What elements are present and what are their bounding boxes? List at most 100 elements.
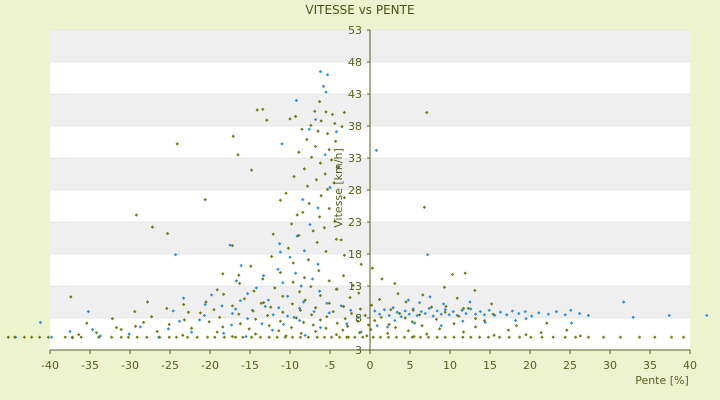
- point-olive: [389, 307, 393, 312]
- point-olive: [114, 325, 119, 330]
- point-blue: [321, 84, 326, 89]
- point-olive: [29, 335, 34, 339]
- point-olive: [335, 321, 339, 325]
- point-blue: [524, 316, 528, 321]
- point-olive: [278, 319, 283, 323]
- point-olive: [237, 312, 241, 316]
- point-blue: [229, 323, 234, 327]
- point-olive: [175, 142, 179, 146]
- point-blue: [546, 312, 551, 316]
- point-blue: [505, 313, 509, 317]
- point-olive: [341, 274, 346, 278]
- point-olive: [167, 335, 171, 339]
- point-olive: [435, 335, 439, 339]
- point-olive: [189, 326, 194, 330]
- x-axis-title: Pente [%]: [635, 374, 689, 387]
- point-olive: [426, 335, 431, 339]
- point-blue: [245, 316, 250, 321]
- point-olive: [421, 293, 425, 297]
- point-blue: [395, 310, 399, 314]
- point-blue: [464, 311, 468, 316]
- point-olive: [307, 201, 311, 206]
- point-olive: [205, 335, 210, 339]
- point-olive: [461, 335, 465, 339]
- point-olive: [238, 322, 243, 326]
- point-olive: [46, 335, 51, 339]
- x-tick-label: -10: [281, 359, 299, 372]
- point-olive: [249, 264, 253, 268]
- point-olive: [410, 335, 415, 339]
- point-blue: [349, 308, 353, 313]
- point-blue: [399, 315, 403, 319]
- point-olive: [174, 335, 179, 339]
- point-blue: [569, 308, 573, 313]
- point-olive: [291, 261, 295, 265]
- point-olive: [393, 325, 398, 330]
- point-blue: [49, 335, 54, 339]
- point-blue: [569, 321, 574, 325]
- point-olive: [261, 277, 265, 281]
- point-olive: [339, 238, 343, 242]
- point-blue: [138, 325, 143, 329]
- y-tick-label: 3: [355, 344, 362, 357]
- point-olive: [261, 107, 265, 112]
- point-blue: [431, 314, 435, 318]
- point-blue: [413, 321, 417, 325]
- point-olive: [313, 109, 317, 113]
- point-blue: [86, 309, 91, 314]
- point-olive: [298, 308, 303, 313]
- point-olive: [357, 291, 361, 295]
- point-blue: [177, 319, 182, 323]
- point-olive: [330, 112, 335, 117]
- point-olive: [237, 281, 242, 286]
- point-blue: [293, 271, 298, 275]
- point-olive: [297, 150, 301, 154]
- point-olive: [563, 335, 567, 339]
- point-olive: [363, 313, 367, 318]
- point-olive: [334, 237, 339, 241]
- point-olive: [141, 320, 146, 325]
- point-olive: [466, 306, 471, 311]
- point-blue: [228, 243, 232, 247]
- point-olive: [324, 249, 328, 254]
- point-olive: [507, 335, 511, 339]
- point-olive: [322, 335, 327, 339]
- point-olive: [349, 311, 354, 316]
- point-olive: [429, 305, 434, 309]
- y-tick-label: 13: [348, 280, 362, 293]
- point-olive: [477, 335, 482, 339]
- point-olive: [369, 303, 374, 307]
- point-olive: [418, 335, 423, 339]
- point-olive: [215, 330, 219, 334]
- point-olive: [294, 316, 299, 320]
- point-olive: [461, 330, 466, 334]
- point-olive: [13, 335, 17, 339]
- point-olive: [420, 323, 424, 328]
- point-olive: [345, 335, 349, 339]
- x-tick-label: -20: [201, 359, 219, 372]
- point-blue: [294, 98, 299, 103]
- point-olive: [271, 232, 275, 236]
- point-olive: [325, 315, 329, 319]
- point-blue: [278, 250, 283, 254]
- point-blue: [313, 117, 318, 122]
- point-blue: [245, 291, 250, 296]
- point-olive: [473, 288, 477, 293]
- point-blue: [244, 334, 248, 339]
- y-tick-label: 23: [348, 216, 362, 229]
- point-blue: [631, 315, 635, 320]
- point-olive: [385, 331, 390, 336]
- point-olive: [70, 335, 75, 339]
- point-olive: [281, 294, 285, 298]
- point-olive: [181, 333, 185, 337]
- point-blue: [233, 307, 238, 311]
- x-tick-label: -25: [161, 359, 179, 372]
- point-olive: [359, 262, 363, 266]
- point-blue: [234, 279, 239, 283]
- point-olive: [155, 329, 159, 334]
- point-olive: [302, 167, 307, 171]
- point-blue: [318, 325, 323, 330]
- point-olive: [425, 332, 429, 336]
- point-olive: [327, 206, 331, 211]
- point-blue: [261, 274, 266, 278]
